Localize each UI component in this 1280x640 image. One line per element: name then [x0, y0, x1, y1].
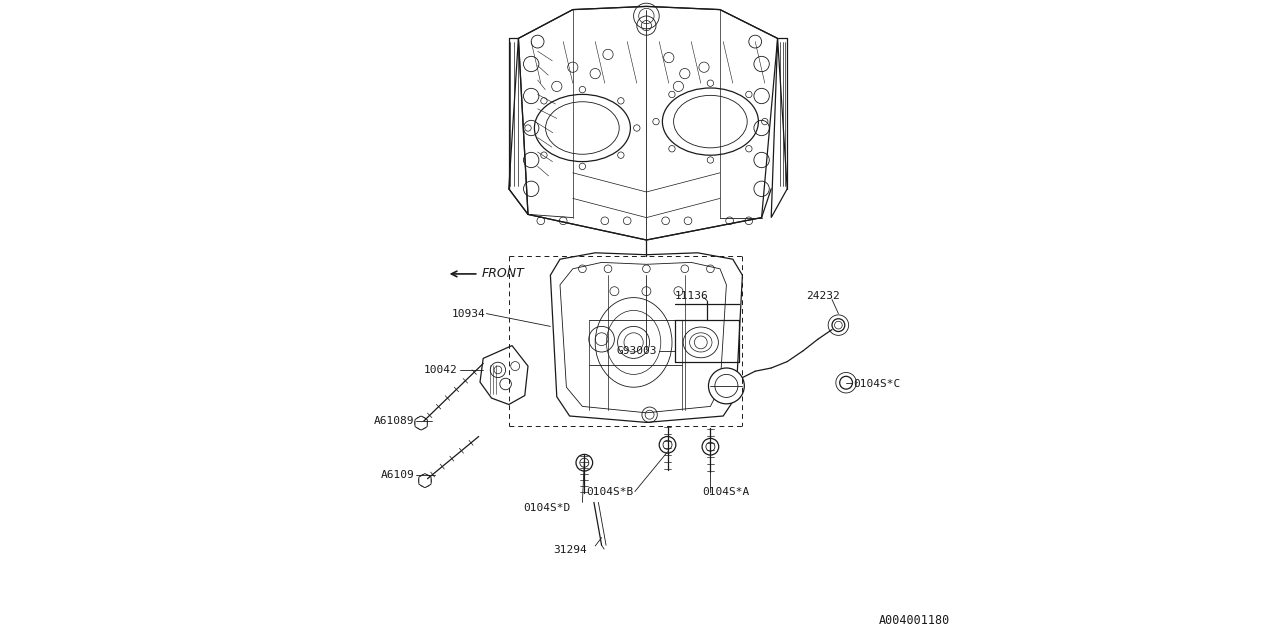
Text: A61089: A61089 [374, 416, 415, 426]
Text: 0104S*D: 0104S*D [524, 502, 571, 513]
Text: 0104S*B: 0104S*B [586, 486, 634, 497]
Circle shape [701, 438, 719, 455]
Polygon shape [480, 346, 529, 404]
Circle shape [840, 376, 852, 389]
Text: A004001180: A004001180 [879, 614, 950, 627]
Text: 10934: 10934 [452, 308, 485, 319]
Text: G93003: G93003 [617, 346, 658, 356]
Circle shape [415, 417, 428, 429]
Circle shape [709, 368, 745, 404]
Circle shape [576, 454, 593, 471]
Text: 0104S*A: 0104S*A [703, 486, 750, 497]
Text: A6109: A6109 [381, 470, 415, 480]
Circle shape [419, 474, 431, 487]
Text: 10042: 10042 [424, 365, 458, 375]
Text: 0104S*C: 0104S*C [854, 379, 900, 389]
Text: 24232: 24232 [806, 291, 840, 301]
Text: FRONT: FRONT [481, 268, 524, 280]
Circle shape [659, 436, 676, 453]
Text: 31294: 31294 [553, 545, 586, 556]
Text: 11136: 11136 [676, 291, 709, 301]
Circle shape [832, 319, 845, 332]
